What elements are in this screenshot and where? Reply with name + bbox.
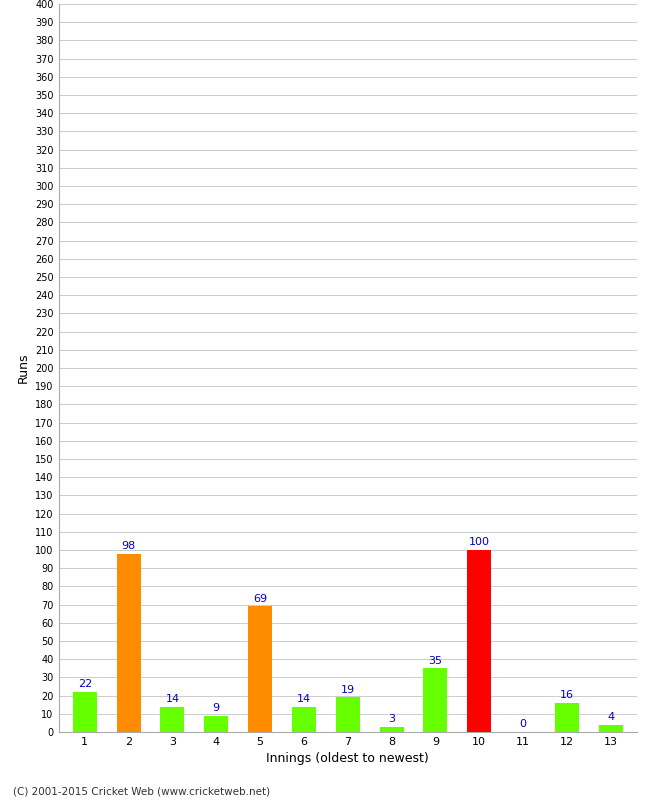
- Y-axis label: Runs: Runs: [16, 353, 29, 383]
- Text: 35: 35: [428, 655, 443, 666]
- Text: 100: 100: [469, 538, 489, 547]
- Text: (C) 2001-2015 Cricket Web (www.cricketweb.net): (C) 2001-2015 Cricket Web (www.cricketwe…: [13, 786, 270, 796]
- Text: 69: 69: [253, 594, 267, 604]
- X-axis label: Innings (oldest to newest): Innings (oldest to newest): [266, 753, 429, 766]
- Bar: [204, 716, 228, 732]
- Text: 22: 22: [77, 679, 92, 690]
- Text: 16: 16: [560, 690, 574, 700]
- Text: 4: 4: [607, 712, 614, 722]
- Text: 9: 9: [213, 703, 220, 713]
- Bar: [467, 550, 491, 732]
- Bar: [555, 703, 579, 732]
- Bar: [292, 706, 316, 732]
- Bar: [599, 725, 623, 732]
- Bar: [116, 554, 140, 732]
- Bar: [423, 668, 447, 732]
- Text: 19: 19: [341, 685, 355, 694]
- Text: 0: 0: [519, 719, 526, 730]
- Bar: [248, 606, 272, 732]
- Text: 98: 98: [122, 541, 136, 551]
- Bar: [161, 706, 185, 732]
- Text: 14: 14: [297, 694, 311, 704]
- Text: 3: 3: [388, 714, 395, 724]
- Bar: [380, 726, 404, 732]
- Bar: [335, 698, 360, 732]
- Bar: [73, 692, 97, 732]
- Text: 14: 14: [165, 694, 179, 704]
